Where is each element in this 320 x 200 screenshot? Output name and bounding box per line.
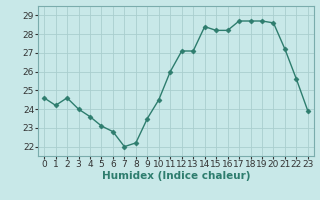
X-axis label: Humidex (Indice chaleur): Humidex (Indice chaleur) [102,171,250,181]
